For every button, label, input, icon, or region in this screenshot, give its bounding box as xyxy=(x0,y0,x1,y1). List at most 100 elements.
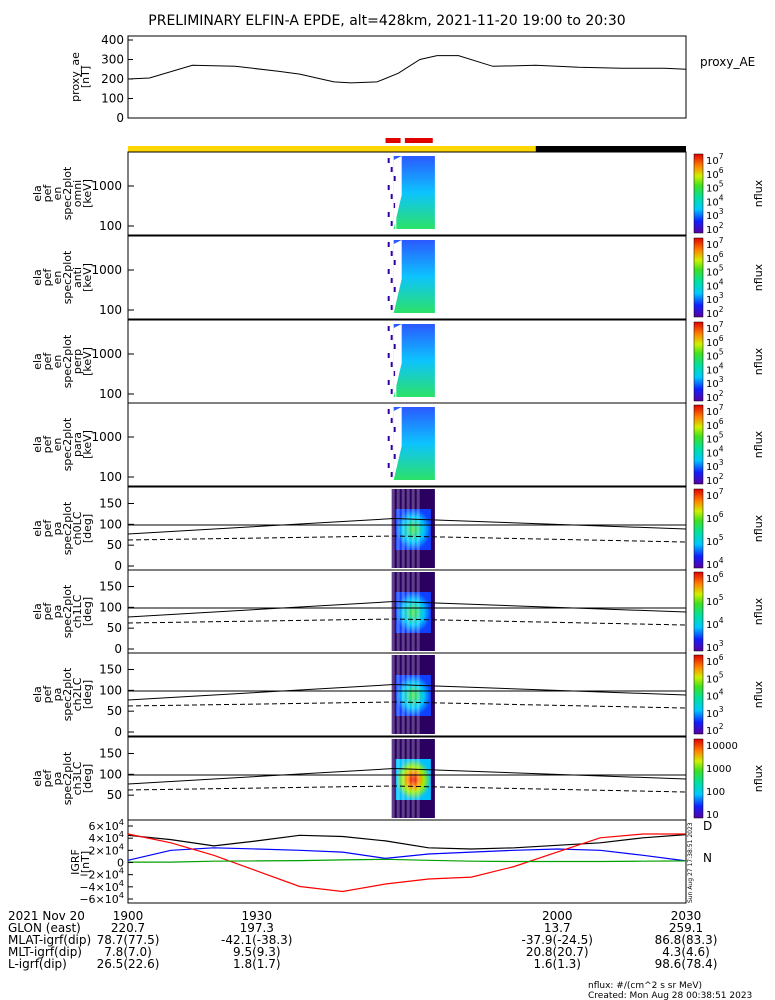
spectrogram-ylabel-line: ela xyxy=(31,436,44,453)
colorbar-zlabel: nflux xyxy=(752,347,765,375)
orbit-row-label: 2021 Nov 20 xyxy=(8,909,85,923)
spectrogram-ytick-label: 0 xyxy=(114,725,122,739)
orbit-row-value: 86.8(83.3) xyxy=(655,933,718,947)
orbit-row-value: 259.1 xyxy=(669,921,703,935)
eclipse-bar xyxy=(535,146,686,152)
spectrum-speck xyxy=(390,362,393,367)
colorbar-tick-label: 102 xyxy=(706,389,724,404)
spectrogram-ylabel-line: pa xyxy=(51,522,64,536)
spectrogram-ylabel-line: pa xyxy=(51,688,64,702)
spectrogram-ytick-label: 1000 xyxy=(91,347,122,361)
colorbar-tick-label: 102 xyxy=(706,305,724,320)
pa-stripe xyxy=(411,739,415,818)
colorbar-tick-label: 104 xyxy=(706,556,724,571)
spectrogram-ylabel-line: pef xyxy=(41,519,54,538)
pa-core xyxy=(395,509,431,550)
spectrum-speck xyxy=(393,203,396,208)
spectrogram-ylabel-line: ela xyxy=(31,353,44,370)
spectrogram-ylabel-line: pef xyxy=(41,352,54,371)
spectrum-speck xyxy=(390,194,393,199)
pa-stripe xyxy=(406,655,410,734)
colorbar-tick-label: 105 xyxy=(706,533,724,548)
footer-units: nflux: #/(cm^2 s sr MeV) xyxy=(588,981,702,991)
proxy-legend: proxy_AE xyxy=(700,55,755,69)
orbit-row-value: 98.6(78.4) xyxy=(655,957,718,971)
colorbar-tick-label: 106 xyxy=(706,166,724,181)
orbit-row-value: 220.7 xyxy=(111,921,145,935)
pa-stripe xyxy=(401,489,405,568)
spectrum-speck xyxy=(390,251,393,256)
spectrum-speck xyxy=(387,463,390,468)
colorbar-zlabel-text: nflux xyxy=(752,764,765,792)
spectrum-speck xyxy=(393,371,396,376)
spectrogram-ylabel-line: ch0LC xyxy=(71,511,84,545)
colorbar-tick-label: 105 xyxy=(706,431,724,446)
pa-core xyxy=(395,592,431,633)
orbit-row-value: 7.8(7.0) xyxy=(104,945,152,959)
colorbar-tick-label: 107 xyxy=(706,236,724,251)
pa-stripe xyxy=(406,739,410,818)
spectrogram-ylabel-line: [deg] xyxy=(81,680,94,709)
spectrum-gap xyxy=(393,240,402,313)
spectrogram-ylabel-line: ela xyxy=(31,269,44,286)
colorbar xyxy=(693,153,704,234)
spectrogram-ylabel-line: ela xyxy=(31,686,44,703)
spectrogram-ytick-label: 150 xyxy=(99,580,122,594)
colorbar-zlabel: nflux xyxy=(752,597,765,625)
spectrogram-ytick-label: 150 xyxy=(99,497,122,511)
colorbar xyxy=(693,321,704,402)
spectrogram-ylabel-line: ch1LC xyxy=(71,594,84,628)
colorbar-tick-label: 104 xyxy=(706,277,724,292)
spectrum-speck xyxy=(390,278,393,283)
orbit-row-value: 4.3(4.6) xyxy=(662,945,710,959)
colorbar-zlabel: nflux xyxy=(752,764,765,792)
spectrogram-ylabel-line: en xyxy=(51,438,64,452)
pa-stripe xyxy=(396,489,400,568)
colorbar-tick-label: 105 xyxy=(706,180,724,195)
spectrogram-ytick-label: 0 xyxy=(114,559,122,573)
spectrogram-ytick-label: 50 xyxy=(107,704,122,718)
colorbar-tick-label: 100 xyxy=(706,787,725,798)
colorbar xyxy=(693,571,704,652)
colorbar-tick-label: 106 xyxy=(706,417,724,432)
spectrogram-ylabel-line: pef xyxy=(41,769,54,788)
igrf-ylabel: IGRF[nT] xyxy=(69,849,92,875)
proxy-ylabel-line: [nT] xyxy=(79,66,92,88)
pa-core xyxy=(395,759,431,800)
colorbar-tick-label: 103 xyxy=(706,639,724,654)
spectrogram-ylabel-line: pef xyxy=(41,435,54,454)
pa-stripe xyxy=(391,572,395,651)
plot-layer: 4003002001000proxy_ae[nT]1000100elapefen… xyxy=(8,33,765,971)
igrf-red-line xyxy=(127,833,686,893)
colorbar-tick-label: 103 xyxy=(706,458,724,473)
colorbar-tick-label: 103 xyxy=(706,291,724,306)
plot-title: PRELIMINARY ELFIN-A EPDE, alt=428km, 202… xyxy=(148,13,625,29)
spectrum-speck xyxy=(390,167,393,172)
spectrogram-ylabel-line: [keV] xyxy=(81,179,94,208)
loss-cone-line xyxy=(127,768,687,785)
colorbar-tick-label: 105 xyxy=(706,348,724,363)
spectrogram-ytick-label: 50 xyxy=(107,538,122,552)
colorbar-zlabel-text: nflux xyxy=(752,430,765,458)
colorbar-tick-label: 103 xyxy=(706,375,724,390)
side-stamp-text: Sun Aug 27 17:38:51 2023 xyxy=(687,822,694,903)
spectrum-speck xyxy=(387,269,390,274)
spectrum-speck xyxy=(387,326,390,331)
spectrogram-ylabel-line: pef xyxy=(41,268,54,287)
pa-stripe xyxy=(411,655,415,734)
spectrum-speck xyxy=(387,296,390,301)
colorbar-tick-label: 102 xyxy=(706,722,724,737)
spectrogram-ytick-label: 100 xyxy=(99,387,122,401)
colorbar-tick-label: 106 xyxy=(706,334,724,349)
spectrogram-ytick-label: 50 xyxy=(107,788,122,802)
igrf-ytick-label: 4×104 xyxy=(89,829,124,845)
spectrogram-ylabel-line: [deg] xyxy=(81,514,94,543)
proxy-ytick-label: 400 xyxy=(101,33,124,47)
orbit-row-value: 197.3 xyxy=(240,921,274,935)
